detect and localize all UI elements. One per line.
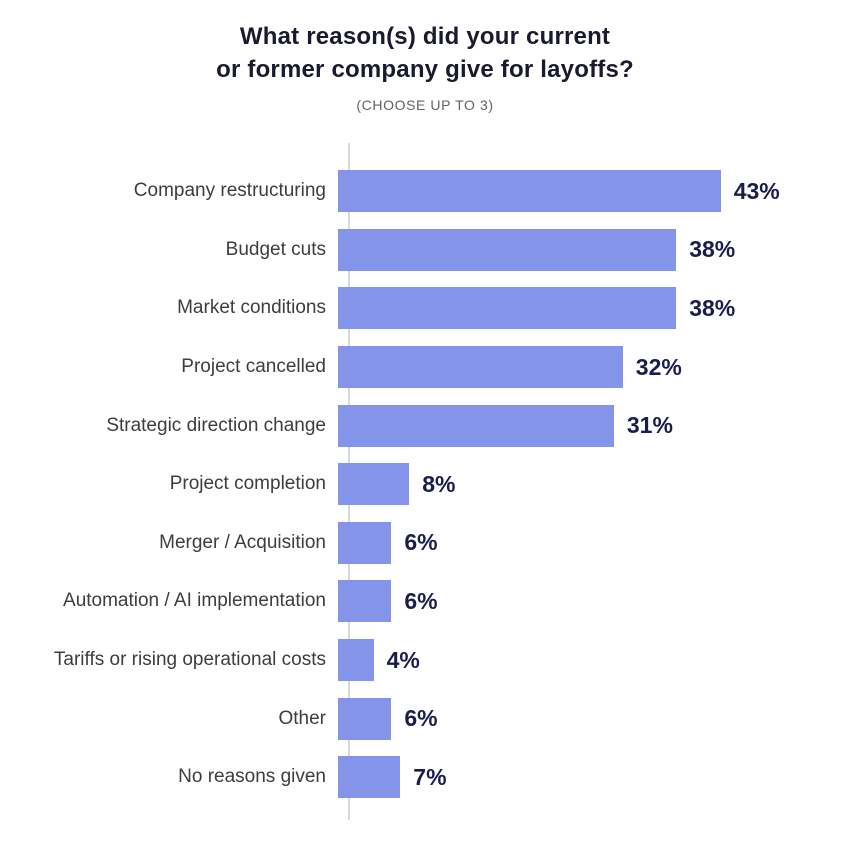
bar-row: Company restructuring 43% — [0, 162, 850, 221]
bar-value-label: 6% — [404, 705, 438, 732]
chart-title-line1: What reason(s) did your current — [239, 23, 611, 50]
bar — [338, 521, 392, 564]
bar — [338, 404, 614, 447]
bar-row-label: Other — [278, 707, 326, 729]
bar-row-label: Market conditions — [177, 297, 326, 319]
chart-title: What reason(s) did your current or forme… — [0, 20, 850, 86]
bar-row-label: Tariffs or rising operational costs — [53, 649, 326, 671]
bar-row-label: Strategic direction change — [106, 414, 326, 436]
bar — [338, 463, 410, 506]
bar-row: Automation / AI implementation 6% — [0, 572, 850, 631]
bar-value-label: 32% — [635, 353, 682, 380]
title-block: What reason(s) did your current or forme… — [0, 20, 850, 113]
bar — [338, 228, 677, 271]
bar — [338, 756, 401, 799]
bar-value-label: 6% — [404, 529, 438, 556]
bar-value-label: 8% — [422, 470, 456, 497]
bar — [338, 287, 677, 330]
bar-value-label: 4% — [386, 646, 420, 673]
bar — [338, 580, 392, 623]
bar-row: Market conditions 38% — [0, 279, 850, 338]
bar-row-label: Project cancelled — [181, 356, 326, 378]
bar-row: Merger / Acquisition 6% — [0, 514, 850, 573]
bar — [338, 697, 392, 740]
bar-row: Project completion 8% — [0, 455, 850, 514]
chart-subtitle: (CHOOSE UP TO 3) — [356, 97, 494, 113]
bar-value-label: 43% — [733, 177, 780, 204]
bar-row-label: Budget cuts — [225, 238, 326, 260]
bar-row: Tariffs or rising operational costs 4% — [0, 631, 850, 690]
bar-rows: Company restructuring 43% Budget cuts 38… — [0, 162, 850, 807]
bar-row-label: No reasons given — [178, 766, 326, 788]
chart-title-line2: or former company give for layoffs? — [216, 56, 634, 83]
bar-value-label: 6% — [404, 587, 438, 614]
bar-row-label: Project completion — [169, 473, 326, 495]
bar — [338, 639, 374, 682]
bar-row: Budget cuts 38% — [0, 221, 850, 280]
bar-row-label: Merger / Acquisition — [159, 531, 326, 553]
bar-row: Project cancelled 32% — [0, 338, 850, 397]
bar — [338, 170, 721, 213]
bar-row: Strategic direction change 31% — [0, 396, 850, 455]
bar-value-label: 38% — [689, 294, 736, 321]
bar-value-label: 31% — [626, 412, 673, 439]
bar-row: No reasons given 7% — [0, 748, 850, 807]
bar — [338, 346, 623, 389]
bar-row-label: Automation / AI implementation — [63, 590, 326, 612]
bar-value-label: 7% — [413, 763, 447, 790]
bar-row: Other 6% — [0, 689, 850, 748]
bar-row-label: Company restructuring — [133, 180, 326, 202]
bar-value-label: 38% — [689, 236, 736, 263]
